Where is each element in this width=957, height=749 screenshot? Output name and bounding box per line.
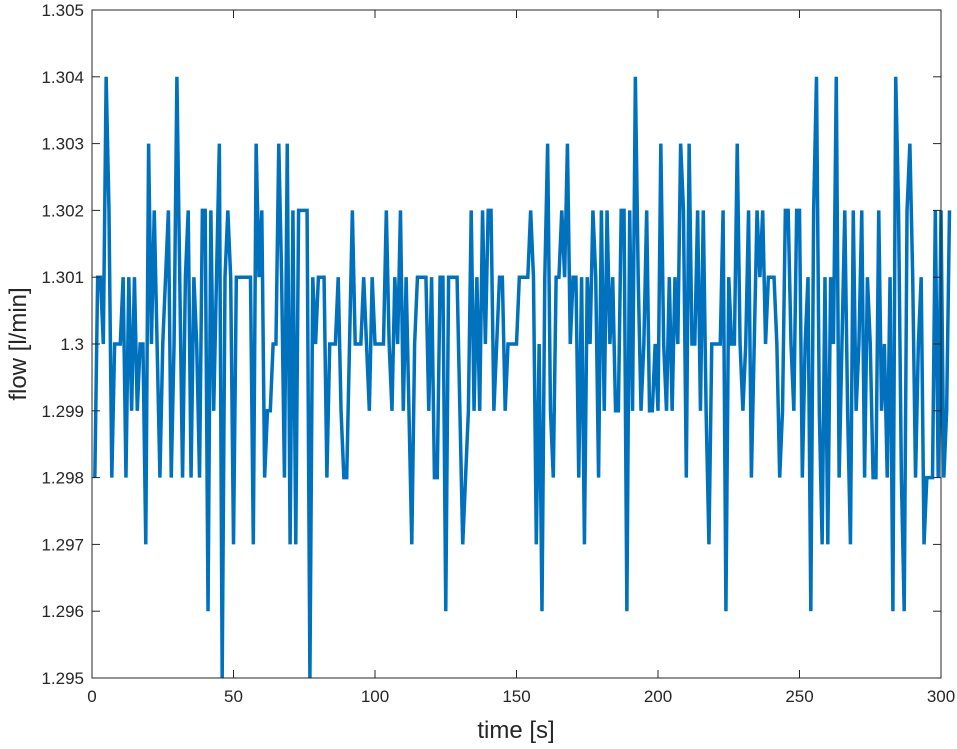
x-tick-label: 300 <box>927 687 955 706</box>
x-tick-label: 250 <box>785 687 813 706</box>
y-tick-label: 1.299 <box>41 402 84 421</box>
y-axis-ticks: 1.295 1.296 1.297 1.298 1.299 1.3 1.301 1.302 1.… <box>41 1 941 688</box>
y-tick-label: 1.295 <box>41 669 84 688</box>
x-axis-label: time [s] <box>477 717 554 744</box>
x-tick-label: 50 <box>224 687 243 706</box>
y-tick-label: 1.3 <box>60 335 84 354</box>
x-tick-label: 200 <box>644 687 672 706</box>
y-tick-label: 1.305 <box>41 1 84 20</box>
x-tick-label: 100 <box>361 687 389 706</box>
x-tick-label: 0 <box>87 687 96 706</box>
y-tick-label: 1.296 <box>41 602 84 621</box>
y-tick-label: 1.304 <box>41 68 84 87</box>
y-tick-label: 1.303 <box>41 135 84 154</box>
y-tick-label: 1.297 <box>41 535 84 554</box>
x-tick-label: 150 <box>502 687 530 706</box>
y-axis-label: flow [l/min] <box>5 287 32 400</box>
y-tick-label: 1.298 <box>41 469 84 488</box>
series-line <box>93 76 952 679</box>
y-tick-label: 1.301 <box>41 268 84 287</box>
y-tick-label: 1.302 <box>41 201 84 220</box>
series-layer <box>93 76 952 679</box>
x-axis-ticks: 0 50 100 150 200 250 300 <box>87 10 955 706</box>
